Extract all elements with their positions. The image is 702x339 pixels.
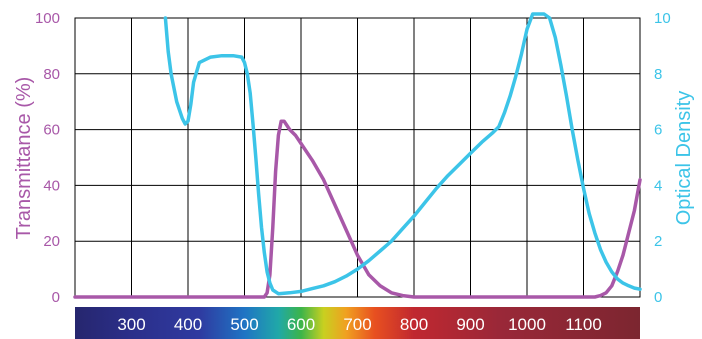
right-y-tick-label: 2 (654, 233, 662, 250)
plot-frame (74, 17, 641, 298)
right-y-axis-label: Optical Density (673, 91, 695, 226)
left-y-ticks: 0 20 40 60 80 100 (35, 10, 60, 306)
x-ticks: 300 400 500 600 700 800 900 1000 1100 (117, 315, 601, 334)
x-tick-label: 500 (230, 315, 258, 334)
x-tick-label: 400 (174, 315, 202, 334)
left-y-axis-label: Transmittance (%) (13, 77, 35, 240)
x-tick-label: 600 (287, 315, 315, 334)
optical-density-series (163, 12, 642, 296)
right-y-ticks: 0 2 4 6 8 10 (654, 10, 671, 306)
x-tick-label: 300 (117, 315, 145, 334)
left-y-tick-label: 60 (43, 122, 60, 139)
x-tick-label: 1000 (508, 315, 546, 334)
left-y-tick-label: 0 (52, 289, 60, 306)
left-y-tick-label: 80 (43, 66, 60, 83)
left-y-tick-label: 40 (43, 177, 60, 194)
right-y-tick-label: 4 (654, 177, 662, 194)
right-y-tick-label: 10 (654, 10, 671, 27)
spectrum-colorbar (75, 307, 640, 339)
x-tick-label: 900 (456, 315, 484, 334)
left-y-tick-label: 100 (35, 10, 60, 27)
right-y-tick-label: 6 (654, 122, 662, 139)
x-tick-label: 700 (343, 315, 371, 334)
right-y-tick-label: 8 (654, 66, 662, 83)
left-y-tick-label: 20 (43, 233, 60, 250)
optical-density-line (163, 12, 642, 296)
x-tick-label: 1100 (565, 315, 602, 334)
x-tick-label: 800 (400, 315, 428, 334)
right-y-tick-label: 0 (654, 289, 662, 306)
